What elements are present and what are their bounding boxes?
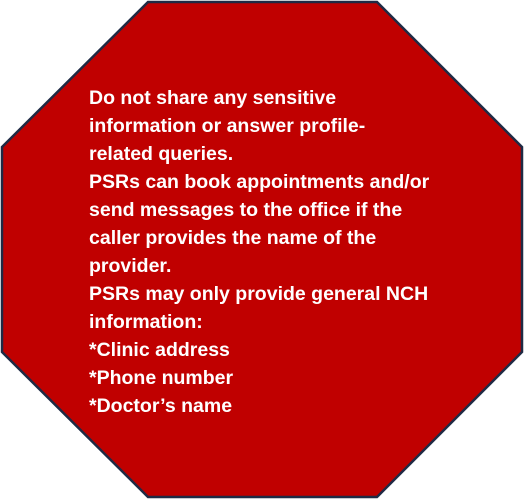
message-line: provider. (89, 255, 172, 277)
message-line: information: (89, 311, 203, 333)
message-line: *Doctor’s name (89, 395, 233, 417)
message-line: Do not share any sensitive (89, 87, 337, 109)
message-line: PSRs can book appointments and/or (89, 171, 430, 193)
message-line: *Clinic address (89, 339, 230, 361)
message-line: *Phone number (89, 367, 234, 389)
message-line: related queries. (89, 143, 234, 165)
message-line: send messages to the office if the (89, 199, 403, 221)
message-line: PSRs may only provide general NCH (89, 283, 429, 305)
policy-message: Do not share any sensitive information o… (89, 84, 469, 420)
message-line: caller provides the name of the (89, 227, 377, 249)
message-line: information or answer profile- (89, 115, 366, 137)
